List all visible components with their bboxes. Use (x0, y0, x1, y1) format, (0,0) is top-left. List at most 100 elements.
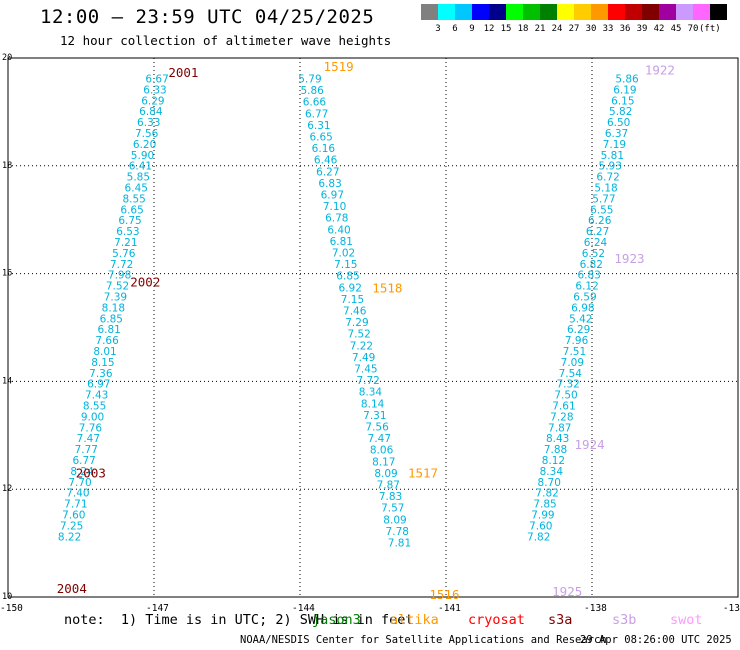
wave-height-value: 7.70 (68, 477, 91, 489)
wave-height-value: 7.32 (556, 379, 579, 391)
wave-height-value: 7.43 (85, 390, 108, 402)
longitude-tick-label: -144 (292, 603, 315, 614)
latitude-tick-label: 10 (2, 592, 12, 602)
wave-height-value: 7.52 (106, 281, 129, 293)
legend-swatch (489, 4, 506, 20)
wave-height-value: 7.15 (341, 294, 364, 306)
legend-swatch (710, 4, 727, 20)
legend-swatch (608, 4, 625, 20)
pass-time-label: 1925 (552, 584, 582, 599)
legend-swatch (523, 4, 540, 20)
wave-height-value: 5.42 (569, 313, 592, 325)
wave-height-value: 6.37 (605, 128, 628, 140)
pass-time-label: 1518 (372, 281, 402, 296)
legend-level: 42 (653, 24, 665, 34)
legend-level: 39 (636, 24, 648, 34)
wave-height-value: 7.76 (79, 422, 103, 434)
legend-level: 27 (568, 24, 580, 34)
wave-height-value: 6.52 (582, 248, 605, 260)
wave-height-value: 5.86 (615, 73, 639, 85)
footer-note: note: 1) Time is in UTC; 2) SWH is in fe… (64, 612, 414, 628)
wave-height-value: 6.53 (116, 226, 139, 238)
longitude-tick-label: -141 (438, 603, 461, 614)
wave-height-value: 6.24 (584, 237, 608, 249)
wave-height-value: 8.06 (370, 445, 394, 457)
pass-time-label: 1516 (429, 587, 459, 602)
wave-height-value: 9.00 (81, 411, 104, 423)
pass-time-label: 1922 (645, 62, 675, 77)
legend-swatch (506, 4, 523, 20)
wave-height-value: 6.97 (321, 189, 344, 201)
wave-height-value: 6.16 (312, 143, 336, 155)
wave-height-value: 6.20 (133, 139, 156, 151)
legend-swatch (472, 4, 489, 20)
legend-unit: (ft) (699, 24, 721, 34)
latitude-tick-label: 14 (2, 376, 12, 386)
legend-level: 12 (483, 24, 495, 34)
wave-height-value: 6.97 (87, 379, 110, 391)
wave-height-value: 7.60 (62, 509, 85, 521)
legend-swatch (540, 4, 557, 20)
legend-level: 15 (500, 24, 512, 34)
satellite-name-cryosat: cryosat (468, 612, 525, 628)
legend-swatch (625, 4, 642, 20)
wave-height-value: 6.65 (309, 131, 332, 143)
wave-height-value: 6.66 (303, 97, 327, 109)
wave-height-value: 7.36 (89, 368, 113, 380)
wave-height-value: 7.19 (603, 139, 626, 151)
wave-height-value: 8.14 (361, 398, 385, 410)
legend-level: 3 (435, 24, 441, 34)
latitude-tick-label: 20 (2, 53, 12, 63)
wave-height-value: 5.79 (298, 73, 321, 85)
wave-height-value: 8.24 (70, 466, 94, 478)
wave-height-value: 7.61 (552, 400, 575, 412)
latitude-tick-label: 12 (2, 484, 12, 494)
longitude-tick-label: -147 (146, 603, 169, 614)
wave-height-value: 6.77 (305, 108, 328, 120)
wave-height-value: 5.93 (599, 161, 622, 173)
wave-height-value: 7.22 (350, 340, 373, 352)
wave-height-value: 6.84 (139, 106, 163, 118)
pass-time-label: 1924 (575, 437, 605, 452)
wave-height-value: 7.85 (533, 499, 556, 511)
wave-height-value: 7.88 (544, 444, 567, 456)
legend-swatch (421, 4, 438, 20)
legend-level: 30 (585, 24, 597, 34)
wave-height-value: 7.47 (77, 433, 100, 445)
wave-height-value: 6.26 (588, 215, 612, 227)
wave-height-value: 7.31 (363, 410, 386, 422)
wave-height-value: 6.31 (307, 120, 330, 132)
wave-height-value: 7.21 (114, 237, 137, 249)
longitude-tick-label: -150 (0, 603, 23, 614)
wave-height-value: 7.29 (345, 317, 368, 329)
wave-height-value: 7.72 (356, 375, 379, 387)
satellite-name-s3b: s3b (612, 612, 637, 628)
wave-height-value: 7.87 (377, 479, 400, 491)
credit-line: NOAA/NESDIS Center for Satellite Applica… (240, 634, 607, 646)
wave-height-value: 7.28 (550, 411, 573, 423)
wave-height-value: 8.15 (91, 357, 114, 369)
legend-swatch (659, 4, 676, 20)
wave-height-value: 7.50 (554, 390, 577, 402)
wave-height-value: 7.99 (531, 509, 554, 521)
legend-level: 70 (687, 24, 699, 34)
wave-height-value: 6.27 (316, 166, 339, 178)
wave-height-value: 8.12 (542, 455, 565, 467)
wave-height-value: 6.46 (314, 155, 338, 167)
wave-height-value: 6.45 (125, 182, 148, 194)
wave-height-value: 6.15 (611, 95, 634, 107)
map-title: 12:00 – 23:59 UTC 04/25/2025 (40, 6, 375, 28)
wave-height-value: 5.82 (609, 106, 632, 118)
satellite-name-swot: swot (670, 612, 703, 628)
wave-height-value: 7.09 (561, 357, 584, 369)
pass-time-label: 2002 (130, 275, 160, 290)
wave-height-value: 6.82 (580, 259, 603, 271)
wave-height-value: 7.56 (135, 128, 159, 140)
wave-height-value: 7.10 (323, 201, 346, 213)
wave-height-value: 5.18 (594, 182, 617, 194)
legend-swatch (455, 4, 472, 20)
wave-height-value: 7.25 (60, 520, 83, 532)
wave-height-value: 7.82 (535, 488, 558, 500)
pass-time-label: 2004 (57, 581, 87, 596)
generated-timestamp: 29 Apr 08:26:00 UTC 2025 (580, 634, 732, 646)
